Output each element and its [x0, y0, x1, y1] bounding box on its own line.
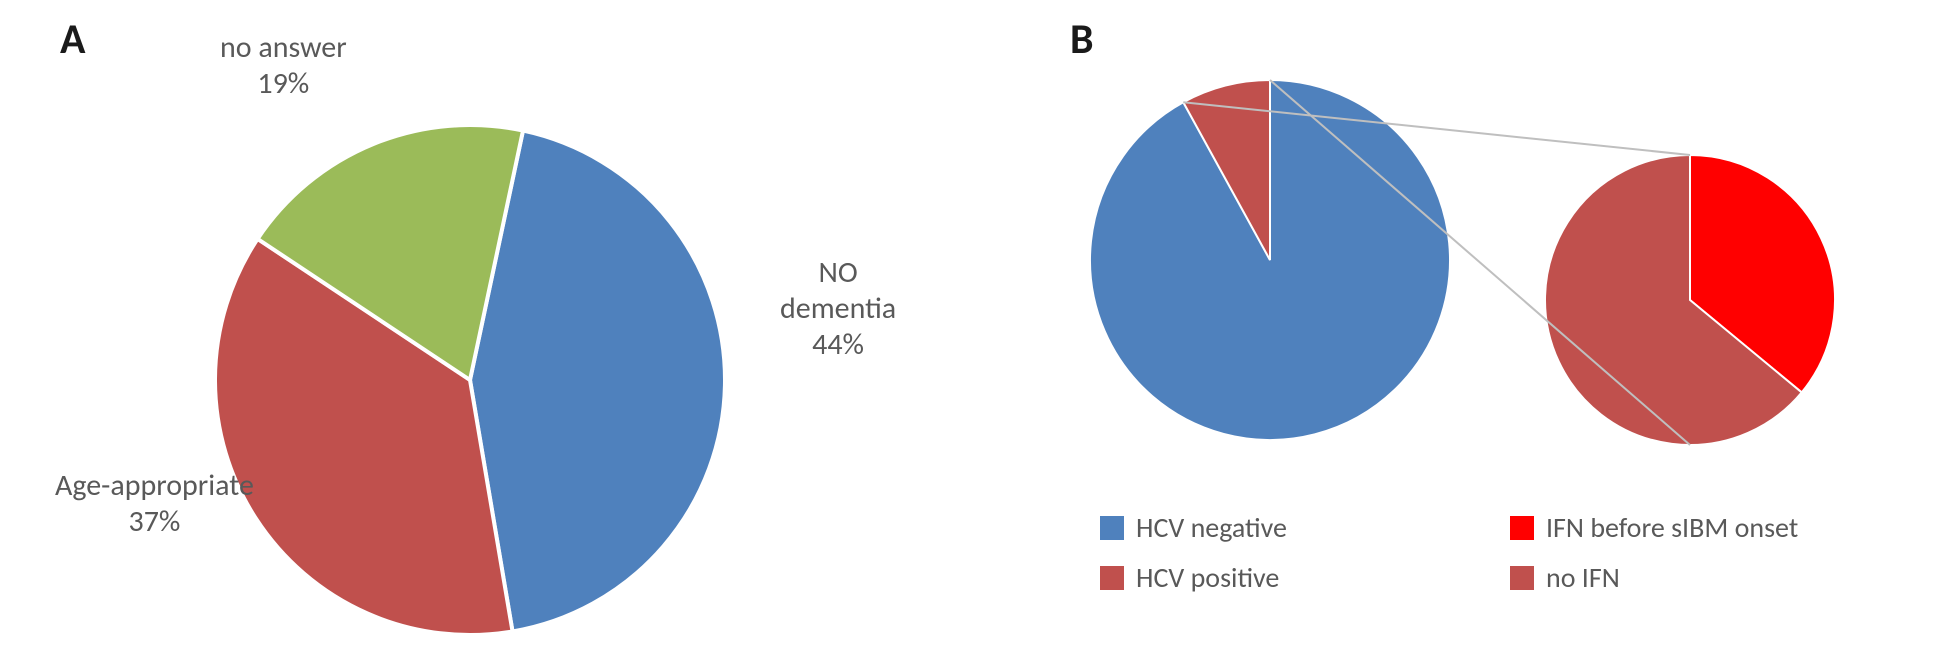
figure-root: A B NO dementia 44% Age-appropriate 37% … — [0, 0, 1946, 662]
panel-b-connector — [0, 0, 1946, 662]
legend-text: HCV negative — [1136, 510, 1287, 545]
connector-line — [1183, 102, 1690, 155]
legend-text: IFN before sIBM onset — [1546, 510, 1798, 545]
legend-text: HCV positive — [1136, 560, 1279, 595]
legend-item: HCV negative — [1100, 510, 1287, 545]
legend-text: no IFN — [1546, 560, 1620, 595]
legend-swatch — [1100, 516, 1124, 540]
legend-swatch — [1510, 566, 1534, 590]
legend-swatch — [1100, 566, 1124, 590]
legend-swatch — [1510, 516, 1534, 540]
legend-item: HCV positive — [1100, 560, 1279, 595]
connector-line — [1270, 80, 1690, 445]
legend-item: no IFN — [1510, 560, 1620, 595]
legend-item: IFN before sIBM onset — [1510, 510, 1798, 545]
